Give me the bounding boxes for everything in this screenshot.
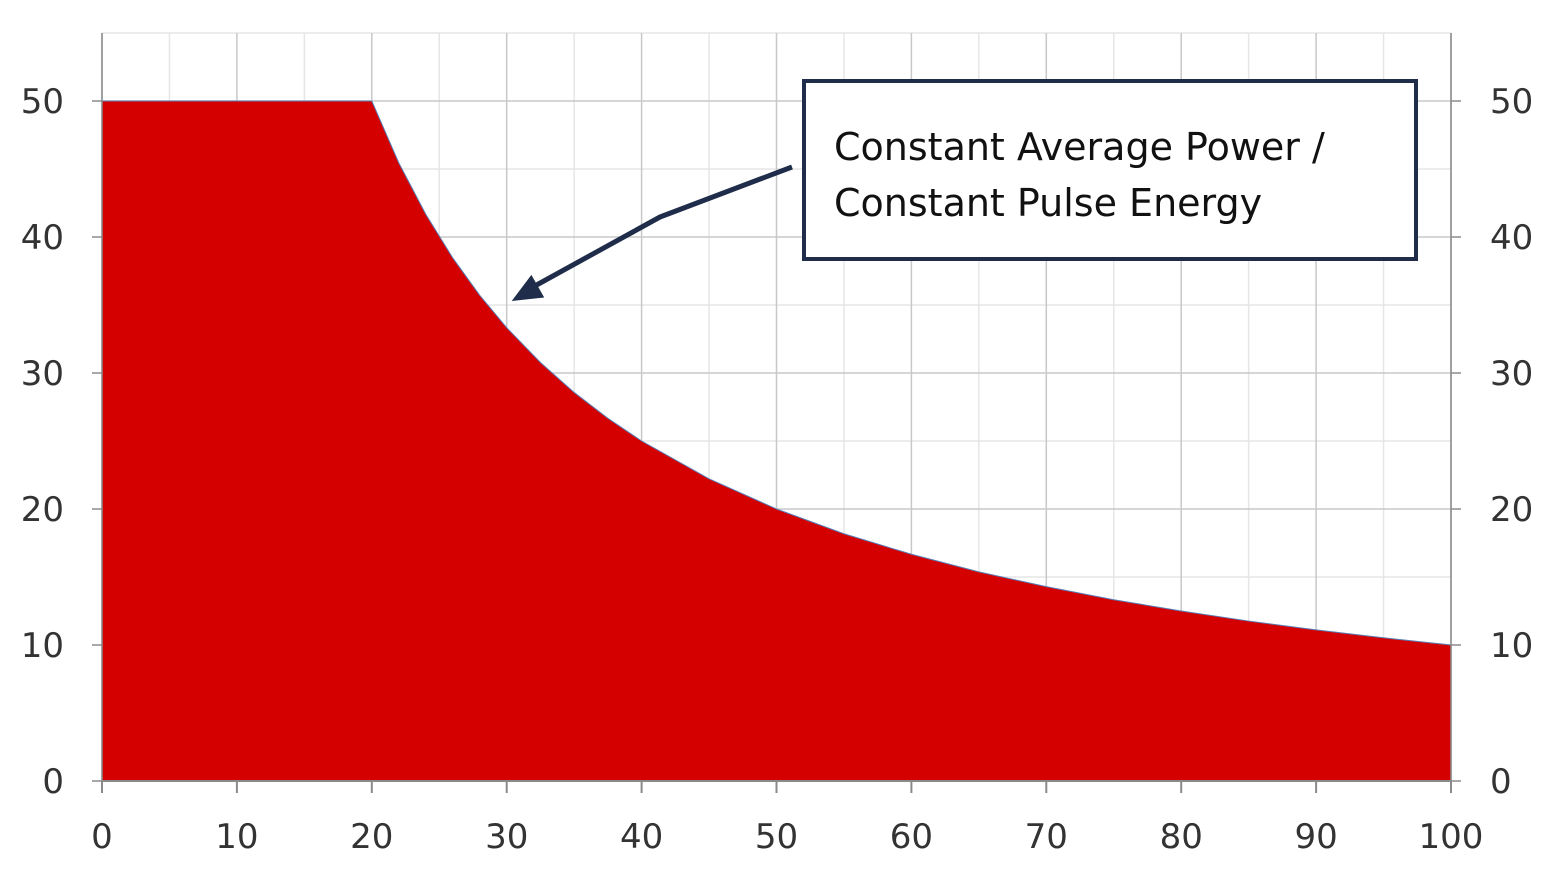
y-tick-label-right: 40 [1490,218,1533,258]
area-layer [101,100,1452,782]
y-tick-label-right: 0 [1490,762,1512,802]
y-tick-label-left: 40 [21,218,64,258]
y-tick-label-right: 30 [1490,354,1533,394]
arrow-line [524,164,793,294]
x-tick-label: 70 [1025,817,1068,857]
arrow-head [511,274,545,301]
y-tick-label-left: 50 [21,82,64,122]
annotation-text: Constant Average Power / Constant Pulse … [834,119,1325,231]
x-tick-label: 0 [91,817,113,857]
y-tick-label-right: 10 [1490,626,1533,666]
x-tick-label: 50 [755,817,798,857]
y-tick-label-left: 0 [42,762,64,802]
axes [92,33,1461,793]
x-tick-label: 10 [215,817,258,857]
annotation-line-2: Constant Pulse Energy [834,181,1263,225]
y-tick-label-left: 10 [21,626,64,666]
annotation-line-1: Constant Average Power / [834,125,1325,169]
x-tick-label: 30 [485,817,528,857]
annotation-box: Constant Average Power / Constant Pulse … [802,79,1418,261]
x-tick-label: 40 [620,817,663,857]
x-tick-label: 60 [890,817,933,857]
y-tick-label-right: 20 [1490,490,1533,530]
area-fill [101,100,1452,782]
x-tick-label: 80 [1160,817,1203,857]
x-tick-label: 90 [1294,817,1337,857]
annotation-arrow [511,164,793,301]
y-tick-label-right: 50 [1490,82,1533,122]
x-tick-label: 20 [350,817,393,857]
y-tick-label-left: 30 [21,354,64,394]
y-tick-label-left: 20 [21,490,64,530]
x-tick-label: 100 [1419,817,1484,857]
tick-labels: 0 10 20 30 40 50 60 70 80 90 100010203040500102030… [21,82,1534,857]
